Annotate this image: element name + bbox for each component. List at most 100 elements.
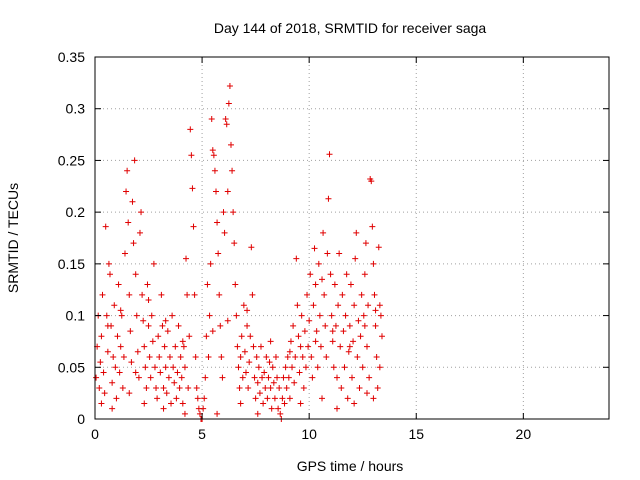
- data-point: [125, 219, 132, 226]
- data-point: [161, 343, 168, 350]
- data-point: [335, 302, 342, 309]
- data-point: [334, 405, 341, 412]
- data-point: [372, 307, 379, 314]
- data-point: [151, 364, 158, 371]
- data-point: [360, 312, 367, 319]
- data-point: [112, 364, 119, 371]
- y-axis-label: SRMTID / TECUs: [5, 183, 21, 293]
- data-point: [349, 374, 355, 381]
- data-point: [330, 364, 337, 371]
- data-point: [334, 374, 341, 381]
- data-point: [238, 333, 245, 340]
- data-point: [184, 291, 191, 298]
- data-point: [244, 307, 251, 314]
- data-point: [260, 400, 267, 407]
- data-point: [248, 244, 255, 251]
- data-point: [314, 364, 321, 371]
- data-point: [214, 219, 221, 226]
- x-tick-label: 5: [198, 426, 206, 442]
- data-point: [376, 302, 383, 309]
- data-point: [106, 271, 113, 278]
- data-point: [231, 240, 238, 247]
- data-point: [320, 229, 327, 236]
- data-point: [270, 379, 277, 386]
- data-point: [128, 359, 135, 366]
- data-points: [93, 82, 385, 422]
- data-point: [327, 271, 334, 278]
- data-point: [190, 223, 197, 230]
- data-point: [98, 333, 105, 340]
- data-point: [286, 348, 293, 355]
- data-point: [239, 374, 246, 381]
- data-point: [336, 250, 343, 257]
- data-point: [284, 353, 291, 360]
- data-point: [325, 195, 332, 202]
- data-point: [276, 384, 283, 391]
- data-point: [97, 359, 104, 366]
- data-point: [116, 369, 123, 376]
- data-point: [104, 348, 111, 355]
- data-point: [104, 322, 111, 329]
- data-point: [255, 364, 262, 371]
- data-point: [359, 364, 366, 371]
- data-point: [272, 353, 279, 360]
- data-point: [178, 374, 185, 381]
- data-point: [209, 147, 216, 154]
- data-point: [218, 353, 225, 360]
- data-point: [319, 395, 326, 402]
- data-point: [237, 400, 244, 407]
- data-point: [268, 405, 275, 412]
- data-point: [221, 229, 228, 236]
- data-point: [126, 390, 133, 397]
- data-point: [149, 338, 156, 345]
- data-point: [141, 400, 148, 407]
- y-tick-label: 0.2: [66, 204, 86, 220]
- y-tick-label: 0.1: [66, 308, 86, 324]
- data-point: [317, 343, 324, 350]
- chart-title: Day 144 of 2018, SRMTID for receiver sag…: [214, 20, 487, 36]
- data-point: [117, 343, 124, 350]
- data-point: [266, 359, 273, 366]
- data-point: [142, 364, 149, 371]
- data-point: [118, 312, 125, 319]
- data-point: [144, 281, 151, 288]
- data-point: [224, 317, 231, 324]
- data-point: [186, 333, 193, 340]
- data-point: [109, 379, 116, 386]
- data-point: [188, 152, 195, 159]
- data-point: [299, 353, 306, 360]
- data-point: [362, 240, 369, 247]
- data-point: [140, 317, 147, 324]
- data-point: [156, 353, 163, 360]
- data-point: [265, 374, 272, 381]
- data-point: [374, 384, 381, 391]
- data-point: [329, 328, 336, 335]
- x-tick-label: 0: [91, 426, 99, 442]
- data-point: [201, 395, 208, 402]
- data-point: [279, 395, 286, 402]
- data-point: [130, 240, 137, 247]
- data-point: [181, 364, 188, 371]
- data-point: [181, 410, 188, 417]
- data-point: [215, 250, 222, 257]
- data-point: [323, 353, 330, 360]
- data-point: [267, 338, 274, 345]
- data-point: [277, 410, 284, 417]
- data-point: [110, 353, 117, 360]
- data-point: [375, 244, 382, 251]
- data-point: [236, 384, 243, 391]
- data-point: [164, 328, 171, 335]
- data-point: [342, 312, 349, 319]
- data-point: [240, 302, 247, 309]
- data-point: [203, 333, 210, 340]
- data-point: [235, 364, 242, 371]
- data-point: [326, 151, 333, 158]
- data-point: [93, 374, 100, 381]
- data-point: [158, 291, 165, 298]
- data-point: [99, 291, 106, 298]
- data-point: [373, 353, 380, 360]
- data-point: [346, 322, 353, 329]
- data-point: [250, 343, 257, 350]
- data-point: [207, 260, 214, 267]
- data-point: [295, 333, 302, 340]
